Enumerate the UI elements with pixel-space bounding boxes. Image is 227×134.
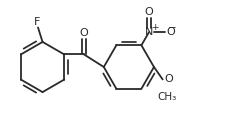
Text: O: O [79,28,88,38]
Text: −: − [168,23,176,33]
Text: F: F [34,17,40,27]
Text: O: O [163,75,172,84]
Text: O: O [144,7,153,17]
Text: N: N [144,27,153,37]
Text: O: O [166,27,175,37]
Text: CH₃: CH₃ [157,92,176,102]
Text: +: + [150,23,158,32]
